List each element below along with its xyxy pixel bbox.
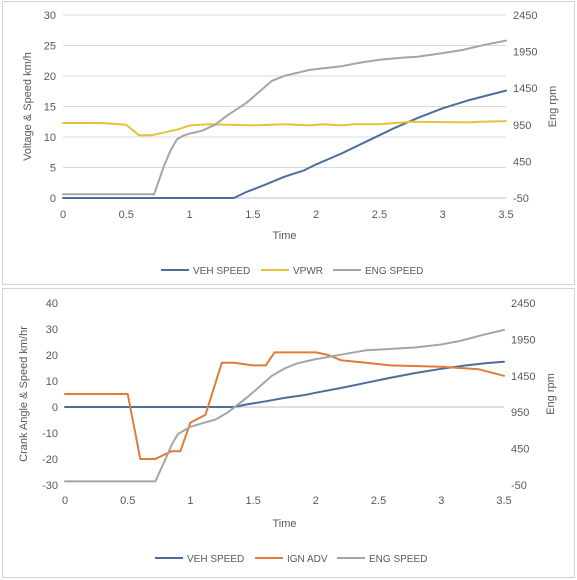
y-tick-label: -10 bbox=[42, 428, 58, 440]
chart-panel-voltage-speed: 0 5 10 15 20 25 30 -50 450 950 1450 1950 2450 0 0.5 1 1.… bbox=[2, 1, 575, 285]
y2-axis-title: Eng rpm bbox=[545, 373, 557, 415]
legend-label-veh-speed: VEH SPEED bbox=[187, 554, 244, 565]
y-tick-label: 0 bbox=[52, 402, 58, 414]
y-tick-label: -20 bbox=[42, 454, 58, 466]
y-tick-label: 20 bbox=[44, 71, 56, 83]
legend-label-eng-speed: ENG SPEED bbox=[365, 266, 423, 277]
y2-tick-label: 1450 bbox=[511, 371, 535, 383]
x-tick-label: 2.5 bbox=[371, 495, 386, 507]
x-tick-label: 3.5 bbox=[496, 495, 511, 507]
legend-label-eng-speed: ENG SPEED bbox=[369, 554, 427, 565]
y2-tick-label: -50 bbox=[513, 193, 529, 205]
chart-crank-angle-speed-svg: -30-20-10010203040-504509501450195024500… bbox=[18, 298, 557, 565]
y-tick-label: 40 bbox=[46, 298, 58, 310]
x-tick-label: 3.5 bbox=[498, 209, 513, 221]
x-tick-label: 1 bbox=[187, 209, 193, 221]
legend-label-veh-speed: VEH SPEED bbox=[193, 266, 250, 277]
y2-tick-label: 1450 bbox=[513, 83, 537, 95]
y-tick-label: 30 bbox=[44, 10, 56, 22]
x-tick-label: 2 bbox=[313, 209, 319, 221]
x-tick-label: 1.5 bbox=[245, 209, 260, 221]
y-tick-label: 30 bbox=[46, 324, 58, 336]
y-tick-label: -30 bbox=[42, 480, 58, 492]
series-line-veh-speed bbox=[64, 360, 505, 408]
y-axis-title: Crank Angle & Speed km/hr bbox=[18, 326, 30, 462]
x-tick-label: 3 bbox=[440, 209, 446, 221]
y-tick-label: 20 bbox=[46, 350, 58, 362]
y2-tick-label: 2450 bbox=[511, 298, 535, 310]
series-line-veh-speed bbox=[62, 89, 507, 199]
y2-tick-label: 1950 bbox=[511, 334, 535, 346]
series-line-vpwr bbox=[62, 120, 507, 137]
series-line-eng-speed bbox=[62, 39, 507, 196]
x-tick-label: 0.5 bbox=[119, 209, 134, 221]
x-tick-label: 1 bbox=[187, 495, 193, 507]
x-tick-label: 0 bbox=[62, 495, 68, 507]
y2-tick-label: -50 bbox=[511, 480, 527, 492]
y2-tick-label: 950 bbox=[513, 120, 531, 132]
y-tick-label: 0 bbox=[50, 193, 56, 205]
legend-label-ign-adv: IGN ADV bbox=[287, 554, 328, 565]
y-tick-label: 5 bbox=[50, 163, 56, 175]
chart-panel-crank-angle-speed: -30 -20 -10 0 10 20 30 40 -50 450 950 1450 1950 2450 0… bbox=[2, 288, 575, 578]
x-tick-label: 1.5 bbox=[245, 495, 260, 507]
y2-tick-label: 2450 bbox=[513, 10, 537, 22]
y-tick-label: 10 bbox=[44, 132, 56, 144]
y2-axis-title: Eng rpm bbox=[547, 86, 559, 128]
series-line-eng-speed bbox=[64, 328, 505, 483]
y2-tick-label: 450 bbox=[511, 444, 529, 456]
y-axis-title: Voltage & Speed km/h bbox=[22, 52, 34, 161]
x-tick-label: 2 bbox=[313, 495, 319, 507]
y-tick-label: 25 bbox=[44, 41, 56, 53]
y-tick-label: 10 bbox=[46, 376, 58, 388]
x-axis-title: Time bbox=[272, 518, 296, 530]
chart-voltage-speed-svg: 0 5 10 15 20 25 30 -50 450 950 1450 1950 2450 0 0.5 1 1.… bbox=[22, 10, 559, 277]
x-tick-label: 0.5 bbox=[120, 495, 135, 507]
y2-tick-label: 450 bbox=[513, 156, 531, 168]
y-tick-label: 15 bbox=[44, 102, 56, 114]
x-axis-title: Time bbox=[272, 230, 296, 242]
series-line-ign-adv bbox=[64, 351, 505, 460]
y2-tick-label: 950 bbox=[511, 407, 529, 419]
x-tick-label: 3 bbox=[438, 495, 444, 507]
x-tick-label: 0 bbox=[60, 209, 66, 221]
legend-label-vpwr: VPWR bbox=[293, 266, 323, 277]
x-tick-label: 2.5 bbox=[372, 209, 387, 221]
y2-tick-label: 1950 bbox=[513, 47, 537, 59]
